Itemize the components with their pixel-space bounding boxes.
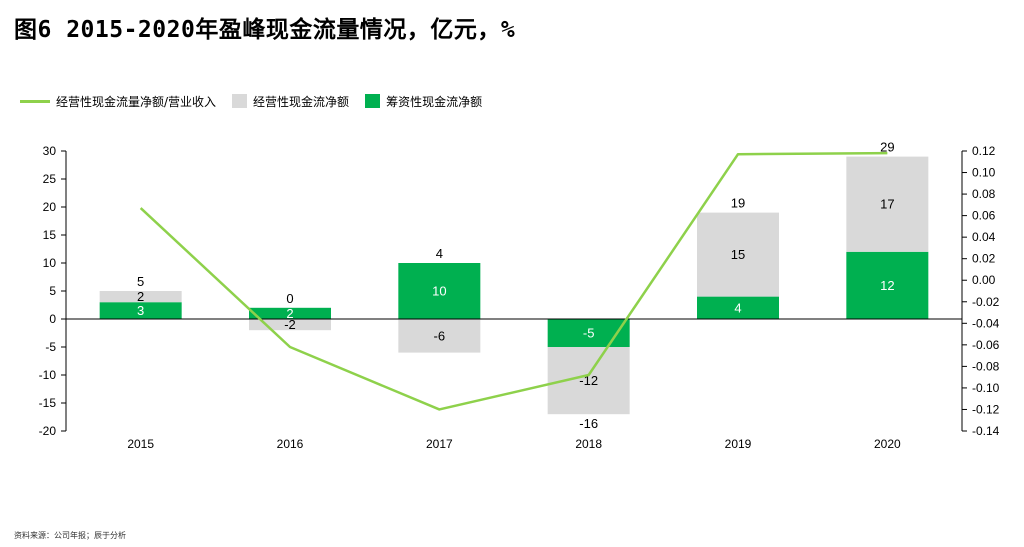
total-label-2020: 29 [880,140,894,155]
right-tick-label: 0.06 [972,209,996,223]
right-tick-label: 0.10 [972,166,996,180]
right-tick-label: 0.04 [972,230,996,244]
bar-operating-2020 [846,156,929,252]
left-tick-label: 0 [49,312,56,326]
total-label-2017: 4 [436,246,443,261]
chart-legend: 经营性现金流量净额/营业收入 经营性现金流净额 筹资性现金流净额 [20,92,498,110]
ratio-line [139,151,888,411]
left-tick-label: -20 [39,424,57,438]
legend-item-ratio: 经营性现金流量净额/营业收入 [20,93,216,110]
total-label-2018: -16 [579,416,598,431]
bar-financing-2020 [846,251,929,319]
right-tick-label: -0.12 [972,402,1000,416]
left-tick-label: 5 [49,284,56,298]
right-tick-label: 0.12 [972,144,996,158]
legend-label-ratio: 经营性现金流量净额/营业收入 [56,94,217,109]
bar-operating-2016 [249,319,331,331]
right-tick-label: -0.02 [972,295,1000,309]
legend-line-swatch [20,99,50,103]
legend-label-operating: 经营性现金流净额 [253,94,350,109]
left-tick-label: -10 [39,368,57,382]
x-tick-label: 2018 [575,437,602,451]
total-label-2019: 19 [731,196,745,211]
right-tick-label: 0.02 [972,252,996,266]
bar-label-operating-2016: -2 [284,317,296,332]
right-tick-label: -0.14 [972,424,1000,438]
x-tick-label: 2016 [277,437,304,451]
bar-financing-2015 [99,302,182,319]
bar-label-operating-2020: 17 [880,197,894,212]
right-tick-label: 0.08 [972,187,996,201]
bar-label-operating-2019: 15 [731,247,745,262]
left-tick-label: 25 [43,172,57,186]
total-label-2015: 5 [137,274,144,289]
legend-label-financing: 筹资性现金流净额 [386,94,483,109]
bar-operating-2015 [99,291,182,303]
legend-swatch-financing [365,94,381,108]
right-tick-label: -0.10 [972,381,1000,395]
bar-operating-2019 [697,212,779,297]
bar-financing-2019 [697,296,779,319]
total-label-2016: 0 [286,291,293,306]
left-tick-label: 30 [43,144,57,158]
x-tick-label: 2015 [127,437,154,451]
bar-label-financing-2015: 3 [137,303,144,318]
right-tick-label: -0.08 [972,359,1000,373]
bar-label-financing-2017: 10 [432,284,446,299]
x-tick-label: 2017 [426,437,453,451]
bar-label-financing-2020: 12 [880,278,894,293]
bar-label-operating-2017: -6 [434,328,446,343]
right-tick-label: -0.06 [972,338,1000,352]
left-tick-label: -5 [45,340,56,354]
legend-swatch-operating [232,94,248,108]
bar-financing-2017 [398,263,481,319]
right-tick-label: 0.00 [972,273,996,287]
source-note: 资料来源：公司年报；辰于分析 [14,531,126,540]
page-title: 图6 2015-2020年盈峰现金流量情况，亿元，% [14,17,516,43]
legend-item-financing: 筹资性现金流净额 [365,93,482,110]
legend-item-operating: 经营性现金流净额 [232,93,349,110]
bar-label-financing-2016: 2 [286,306,293,321]
bar-label-financing-2018: -5 [583,326,595,341]
bar-label-financing-2019: 4 [734,300,741,315]
right-tick-label: -0.04 [972,316,1000,330]
left-tick-label: 20 [43,200,57,214]
left-tick-label: -15 [39,396,57,410]
bar-financing-2016 [249,307,331,319]
left-tick-label: 15 [43,228,57,242]
bar-operating-2017 [398,319,481,353]
x-tick-label: 2020 [874,437,901,451]
left-tick-label: 10 [43,256,57,270]
x-tick-label: 2019 [725,437,752,451]
bar-label-operating-2015: 2 [137,289,144,304]
